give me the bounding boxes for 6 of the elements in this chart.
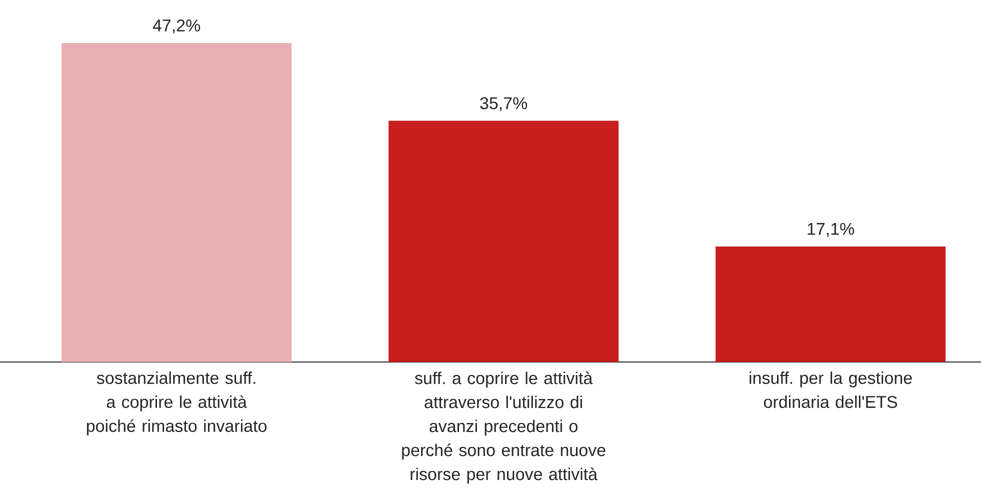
x-tick-label: suff. a coprire le attività attraverso l'utilizzo di avanzi precedenti o perché sono entrate nuove risorse per nuove attività (402, 372, 606, 484)
data-label: 17,1% (808, 222, 854, 237)
x-tick-label: insuff. per la gestione ordinaria dell'ETS (750, 372, 912, 408)
x-tick-label: sostanzialmente suff. a coprire le attività poiché rimasto invariato (86, 372, 267, 436)
data-label: 47,2% (152, 19, 200, 34)
data-label: 35,7% (480, 97, 528, 112)
